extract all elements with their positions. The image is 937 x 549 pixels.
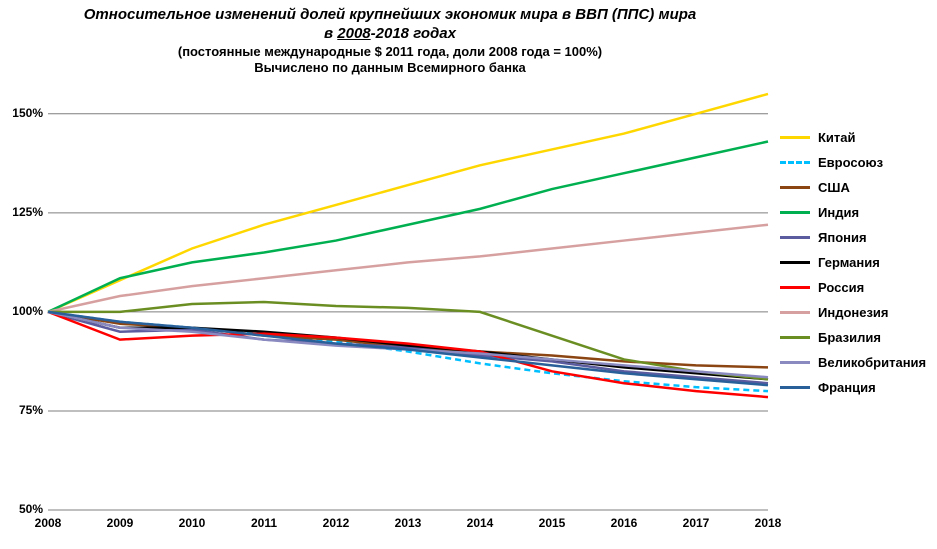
legend-item: Индия [780, 205, 930, 220]
chart-container: Относительное изменений долей крупнейших… [0, 0, 937, 549]
legend-label: Китай [818, 130, 856, 145]
legend-swatch [780, 286, 810, 289]
x-tick-label: 2015 [539, 516, 566, 530]
series-line [48, 225, 768, 312]
x-tick-label: 2009 [107, 516, 134, 530]
legend-label: Германия [818, 255, 880, 270]
legend-item: США [780, 180, 930, 195]
y-tick-label: 100% [3, 304, 43, 318]
series-line [48, 312, 768, 383]
title-line2-post: -2018 годах [371, 25, 456, 42]
legend-label: Япония [818, 230, 867, 245]
legend-swatch [780, 311, 810, 314]
x-tick-label: 2017 [683, 516, 710, 530]
x-tick-label: 2011 [251, 516, 277, 530]
legend-label: Бразилия [818, 330, 881, 345]
chart-subtitle: (постоянные международные $ 2011 года, д… [0, 44, 780, 77]
legend-label: Индонезия [818, 305, 889, 320]
series-line [48, 312, 768, 367]
title-line2-year: 2008 [337, 25, 370, 42]
y-tick-label: 150% [3, 106, 43, 120]
legend-label: Евросоюз [818, 155, 883, 170]
series-line [48, 94, 768, 312]
legend-item: Франция [780, 380, 930, 395]
y-tick-label: 50% [3, 502, 43, 516]
x-tick-label: 2014 [467, 516, 494, 530]
subtitle-line2: Вычислено по данным Всемирного банка [254, 60, 526, 75]
legend-label: Россия [818, 280, 864, 295]
legend-item: Евросоюз [780, 155, 930, 170]
plot-svg [48, 90, 768, 510]
legend-item: Китай [780, 130, 930, 145]
legend-label: Индия [818, 205, 859, 220]
series-line [48, 142, 768, 312]
legend-swatch [780, 261, 810, 264]
title-line1: Относительное изменений долей крупнейших… [84, 6, 696, 23]
x-tick-label: 2018 [755, 516, 782, 530]
legend-item: Бразилия [780, 330, 930, 345]
legend-swatch [780, 361, 810, 364]
legend-item: Россия [780, 280, 930, 295]
legend-swatch [780, 211, 810, 214]
legend-label: Великобритания [818, 355, 926, 370]
subtitle-line1: (постоянные международные $ 2011 года, д… [178, 44, 602, 59]
y-tick-label: 125% [3, 205, 43, 219]
x-tick-label: 2008 [35, 516, 62, 530]
legend-swatch [780, 236, 810, 239]
x-tick-label: 2012 [323, 516, 350, 530]
legend-swatch [780, 386, 810, 389]
x-tick-label: 2016 [611, 516, 638, 530]
x-tick-label: 2010 [179, 516, 206, 530]
legend-swatch [780, 336, 810, 339]
y-tick-label: 75% [3, 403, 43, 417]
legend-item: Германия [780, 255, 930, 270]
legend-label: США [818, 180, 850, 195]
legend-swatch [780, 186, 810, 189]
legend-swatch [780, 136, 810, 139]
legend: Китай Евросоюз США Индия Япония Германия Росси… [780, 120, 930, 405]
x-tick-label: 2013 [395, 516, 422, 530]
chart-title: Относительное изменений долей крупнейших… [0, 6, 780, 44]
plot-area [48, 90, 768, 510]
legend-swatch [780, 161, 810, 164]
title-line2-pre: в [324, 25, 337, 42]
legend-label: Франция [818, 380, 876, 395]
legend-item: Великобритания [780, 355, 930, 370]
legend-item: Япония [780, 230, 930, 245]
legend-item: Индонезия [780, 305, 930, 320]
